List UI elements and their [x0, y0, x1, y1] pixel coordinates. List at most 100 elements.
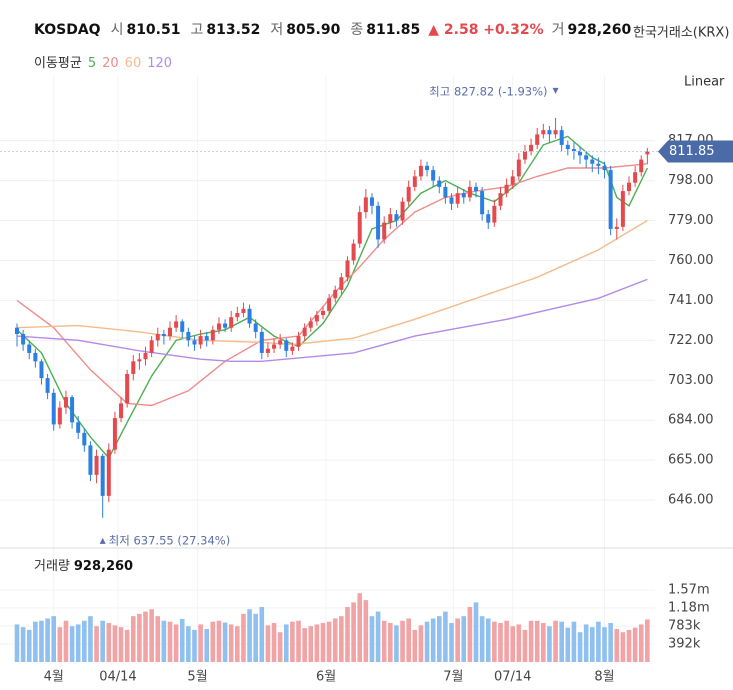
volume-bar: [137, 613, 142, 662]
candle-body: [327, 298, 332, 311]
ma-line: [16, 163, 648, 407]
volume-bar: [33, 621, 38, 662]
volume-bar: [106, 623, 112, 662]
candle-body: [363, 197, 368, 213]
y-tick-label: 798.00: [668, 173, 714, 188]
price-tag-label: 811.85: [669, 144, 715, 159]
candle-body: [314, 315, 319, 322]
volume-bar: [271, 623, 277, 662]
candle-body: [308, 321, 313, 328]
candle-body: [596, 163, 601, 166]
candle-body: [88, 445, 93, 475]
candle-body: [608, 170, 613, 229]
candle-body: [449, 197, 454, 204]
volume-bar: [332, 618, 338, 662]
volume-bar: [118, 627, 124, 662]
candle-body: [253, 323, 258, 332]
volume-bar: [88, 616, 93, 662]
candle-body: [412, 176, 417, 187]
candle-body: [376, 205, 381, 240]
volume-bar: [602, 627, 607, 662]
candle-body: [541, 130, 546, 135]
candle-body: [137, 359, 142, 362]
candle-body: [155, 334, 160, 341]
volume-bar: [455, 618, 460, 662]
low-marker: [99, 537, 106, 544]
candle-body: [296, 336, 301, 347]
volume-value: 928,260: [74, 559, 133, 574]
candle-body: [553, 130, 558, 135]
vol-tick-label: 1.57m: [668, 583, 710, 598]
candle-body: [590, 159, 595, 164]
change: ▲ 2.58 +0.32%: [428, 22, 543, 38]
candle-body: [425, 165, 430, 171]
candle-body: [70, 397, 75, 423]
candle-body: [161, 334, 166, 337]
volume-bar: [26, 629, 32, 662]
volume-bar: [479, 616, 485, 662]
candle-body: [418, 165, 423, 177]
volume-bar: [418, 625, 424, 662]
volume-bar: [302, 628, 307, 662]
candle-body: [39, 361, 44, 379]
volume-bar: [20, 627, 26, 662]
candle-body: [498, 193, 503, 206]
x-tick-label: 6월: [316, 670, 336, 685]
scale-label: Linear: [684, 75, 725, 90]
candle-body: [339, 277, 344, 290]
ma-line: [16, 135, 649, 460]
volume-bar: [45, 618, 50, 662]
candle-body: [15, 327, 19, 335]
candle-body: [510, 176, 515, 185]
candle-body: [204, 336, 209, 341]
candle-body: [474, 186, 478, 192]
volume-bar: [143, 611, 148, 662]
volume-bar: [565, 627, 571, 662]
volume-bar: [522, 629, 528, 662]
candle-body: [186, 331, 191, 341]
vol-tick-label: 392k: [668, 637, 701, 652]
x-tick-label: 7월: [443, 670, 463, 685]
candle-body: [394, 214, 399, 221]
high-annotation: 최고 827.82 (-1.93%): [429, 84, 547, 98]
volume-bar: [351, 602, 356, 662]
candle-body: [106, 449, 111, 496]
item-value: 811.85: [366, 22, 420, 38]
candle-body: [290, 346, 295, 351]
candle-body: [522, 151, 527, 160]
volume-bar: [388, 623, 393, 662]
item-value: 810.51: [126, 22, 180, 38]
candle-body: [645, 151, 650, 155]
volume-bar: [277, 632, 283, 662]
candle-body: [406, 186, 411, 202]
vol-tick-label: 1.18m: [668, 600, 710, 615]
exchange: 한국거래소(KRX): [633, 26, 729, 41]
candle-body: [210, 329, 215, 341]
y-tick-label: 722.00: [668, 333, 714, 348]
volume-bar: [100, 620, 105, 662]
candle-body: [345, 260, 350, 278]
y-tick-label: 703.00: [668, 373, 714, 388]
candle-body: [119, 403, 124, 419]
volume-bar: [369, 616, 375, 662]
candle-body: [351, 243, 356, 261]
volume-bar: [155, 616, 161, 662]
candle-body: [235, 313, 240, 318]
legend-entry: 5: [88, 56, 96, 71]
candle-body: [125, 373, 130, 404]
candle-body: [535, 134, 540, 145]
candle-body: [278, 340, 283, 345]
candle-body: [627, 182, 631, 192]
candle-body: [571, 149, 576, 152]
volume-bar: [553, 620, 558, 662]
volume-bar: [222, 622, 228, 662]
volume-bar: [583, 624, 589, 662]
volume-bar: [57, 627, 63, 662]
candle-body: [241, 308, 246, 313]
volume-bar: [473, 602, 479, 662]
ma-line: [16, 278, 648, 362]
ma-title: 이동평균: [34, 56, 82, 71]
volume-bar: [406, 618, 411, 662]
volume-bar: [173, 624, 179, 662]
